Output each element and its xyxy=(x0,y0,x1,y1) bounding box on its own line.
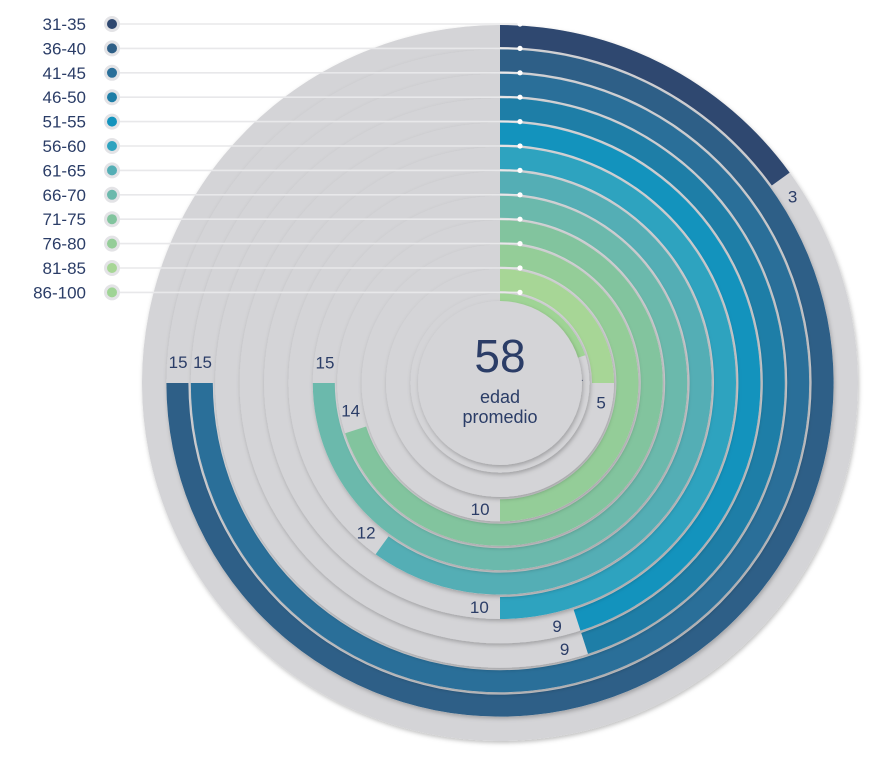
value-label-71-75: 14 xyxy=(341,401,360,420)
value-label-41-45: 15 xyxy=(193,353,212,372)
legend-label-71-75: 71-75 xyxy=(43,210,86,229)
legend-label-61-65: 61-65 xyxy=(43,161,86,180)
legend-marker xyxy=(104,64,120,81)
leader-end-dot xyxy=(517,21,523,27)
legend-marker xyxy=(104,89,120,106)
leader-end-dot xyxy=(517,265,523,271)
legend-marker xyxy=(104,186,120,203)
leader-end-dot xyxy=(517,70,523,76)
legend-label-41-45: 41-45 xyxy=(43,64,86,83)
legend-label-31-35: 31-35 xyxy=(43,15,86,34)
ring-bar-76-80 xyxy=(500,244,639,522)
average-age-label-line2: promedio xyxy=(462,407,537,427)
leader-end-dot xyxy=(517,143,523,149)
legend-marker xyxy=(104,260,120,276)
leader-end-dot xyxy=(517,192,523,198)
value-label-31-35: 3 xyxy=(788,187,797,206)
ring-bar-61-65 xyxy=(375,171,712,595)
legend-label-86-100: 86-100 xyxy=(33,283,86,302)
leader-end-dot xyxy=(517,241,523,247)
value-label-66-70: 15 xyxy=(316,354,335,373)
legend-marker xyxy=(104,113,120,130)
value-label-76-80: 10 xyxy=(471,500,490,519)
legend-marker xyxy=(104,284,120,301)
legend-label-66-70: 66-70 xyxy=(43,186,86,205)
legend-marker xyxy=(104,211,120,228)
leader-end-dot xyxy=(517,94,523,100)
legend-label-36-40: 36-40 xyxy=(43,39,86,58)
leader-end-dot xyxy=(517,289,523,295)
value-label-61-65: 12 xyxy=(357,523,376,542)
leader-end-dot xyxy=(517,119,523,125)
value-label-81-85: 5 xyxy=(596,393,605,412)
value-label-36-40: 15 xyxy=(169,353,188,372)
legend-marker xyxy=(104,16,120,32)
value-label-56-60: 10 xyxy=(470,598,489,617)
legend-label-81-85: 81-85 xyxy=(43,259,86,278)
center-disc xyxy=(418,301,582,465)
leader-end-dot xyxy=(517,167,523,173)
legend-marker xyxy=(104,138,120,154)
legend-label-51-55: 51-55 xyxy=(43,113,86,132)
legend-label-46-50: 46-50 xyxy=(43,88,86,107)
average-age-value: 58 xyxy=(474,330,525,382)
legend-label-76-80: 76-80 xyxy=(43,235,86,254)
legend: 31-35 36-40 41-45 46-50 51-55 56-60 61-65 66-70… xyxy=(33,15,523,302)
leader-end-dot xyxy=(517,216,523,222)
average-age-label-line1: edad xyxy=(480,387,520,407)
ring-bar-31-35 xyxy=(500,25,790,186)
legend-marker xyxy=(104,40,120,57)
leader-end-dot xyxy=(517,45,523,52)
legend-marker xyxy=(104,162,120,179)
value-label-46-50: 9 xyxy=(560,640,569,659)
legend-label-56-60: 56-60 xyxy=(43,137,86,156)
ring-bar-81-85 xyxy=(500,269,614,383)
center-label: 58 edad promedio xyxy=(418,301,582,465)
legend-marker xyxy=(104,235,120,252)
value-label-51-55: 9 xyxy=(552,617,561,636)
